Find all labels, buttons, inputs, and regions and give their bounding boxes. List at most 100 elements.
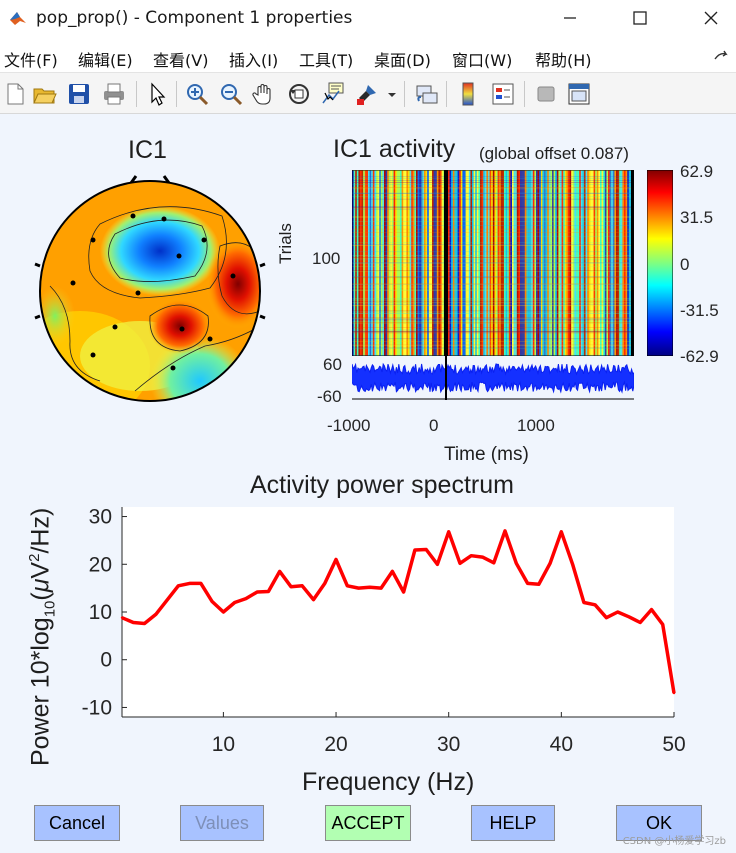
hide-plot-tools-icon[interactable] <box>533 81 559 107</box>
matlab-logo-icon <box>10 12 26 25</box>
power-spectrum-chart: -10 0 10 20 30 10 20 30 40 50 <box>82 506 686 756</box>
spectrum-point <box>267 590 270 593</box>
menu-desktop[interactable]: 桌面(D) <box>374 51 431 70</box>
spectrum-point <box>571 563 574 566</box>
spectrum-point <box>391 570 394 573</box>
erp-image-raster <box>352 170 634 356</box>
spectrum-point <box>120 616 124 619</box>
spectrum-point <box>605 616 608 619</box>
spectrum-point <box>222 610 225 614</box>
spectrum-point <box>537 583 540 586</box>
ylabel-rest: /Hz) <box>26 507 55 554</box>
spectrum-point <box>492 561 495 564</box>
ylabel-v: V <box>26 561 55 579</box>
data-cursor-icon[interactable] <box>320 81 346 107</box>
spectrum-point <box>165 598 169 602</box>
spectrum-point <box>616 610 619 614</box>
time-axis-label: Time (ms) <box>444 444 529 465</box>
y-tick-label: 30 <box>89 506 112 529</box>
ylabel-subscript: 10 <box>41 600 59 618</box>
spectrum-title: Activity power spectrum <box>250 471 514 499</box>
spectrum-point <box>515 562 518 565</box>
pointer-icon[interactable] <box>144 81 170 107</box>
save-icon[interactable] <box>66 81 92 107</box>
zoom-in-icon[interactable] <box>184 81 210 107</box>
legend-icon[interactable] <box>490 81 516 107</box>
colorbar-tick-0: 0 <box>680 255 690 274</box>
open-icon[interactable] <box>32 81 58 107</box>
spectrum-point <box>278 570 281 573</box>
show-plot-tools-icon[interactable] <box>566 81 592 107</box>
close-button[interactable] <box>688 0 734 36</box>
spectrum-point <box>210 600 214 603</box>
menu-view[interactable]: 查看(V) <box>153 51 209 70</box>
spectrum-xlabel: Frequency (Hz) <box>302 768 475 796</box>
menu-tools[interactable]: 工具(T) <box>299 51 354 70</box>
menu-help[interactable]: 帮助(H) <box>535 51 592 70</box>
spectrum-point <box>301 584 304 587</box>
minimize-button[interactable] <box>547 0 593 36</box>
figure-canvas: IC1 <box>0 114 736 853</box>
spectrum-point <box>357 586 360 590</box>
spectrum-point <box>143 622 146 625</box>
ylabel-open: ( <box>26 592 55 601</box>
spectrum-point <box>177 584 180 587</box>
menu-window[interactable]: 窗口(W) <box>452 51 513 70</box>
colorbar-tick-31: 31.5 <box>680 208 714 227</box>
x-tick-label: 40 <box>550 733 573 756</box>
spectrum-point <box>233 601 236 604</box>
rotate-3d-icon[interactable] <box>286 81 312 107</box>
minimize-icon <box>564 17 576 19</box>
menu-file[interactable]: 文件(F) <box>4 51 58 70</box>
time-tick-neg1000: -1000 <box>327 416 371 435</box>
spectrum-point <box>402 590 405 594</box>
title-bar: pop_prop() - Component 1 properties <box>0 0 736 36</box>
scalp-topography-map <box>34 175 266 402</box>
erp-trace <box>352 356 634 400</box>
pan-icon[interactable] <box>251 81 277 107</box>
spectrum-point <box>672 691 676 695</box>
help-button[interactable]: HELP <box>471 805 555 841</box>
maximize-button[interactable] <box>617 0 663 36</box>
spectrum-point <box>368 586 371 589</box>
spectrum-point <box>436 563 439 566</box>
new-figure-icon[interactable] <box>2 81 28 107</box>
print-icon[interactable] <box>101 81 127 107</box>
spectrum-point <box>548 562 552 565</box>
brush-icon[interactable] <box>354 81 380 107</box>
watermark-text: CSDN @小杨爱学习zb <box>622 836 726 847</box>
spectrum-point <box>132 621 135 624</box>
cancel-button[interactable]: Cancel <box>34 805 120 841</box>
x-tick-label: 50 <box>662 733 685 756</box>
accept-button[interactable]: ACCEPT <box>325 805 411 841</box>
spectrum-series-line <box>121 529 676 694</box>
spectrum-point <box>188 582 191 585</box>
brush-dropdown-icon[interactable] <box>386 81 398 107</box>
x-tick-label: 30 <box>437 733 460 756</box>
colorbar-icon[interactable] <box>455 81 481 107</box>
time-tick-1000: 1000 <box>517 416 555 435</box>
spectrum-point <box>582 601 586 604</box>
link-plot-icon[interactable] <box>414 81 440 107</box>
spectrum-point <box>425 548 428 551</box>
y-tick-label: 0 <box>100 649 112 672</box>
ylabel-superscript: 2 <box>26 553 43 562</box>
menu-insert[interactable]: 插入(I) <box>229 51 279 70</box>
spectrum-point <box>639 621 642 624</box>
spectrum-point <box>627 615 631 618</box>
zoom-out-icon[interactable] <box>218 81 244 107</box>
menu-edit[interactable]: 编辑(E) <box>78 51 133 70</box>
ylabel-prefix: Power 10*log <box>26 617 55 766</box>
values-button[interactable]: Values <box>180 805 264 841</box>
dock-arrow-icon[interactable] <box>714 50 728 62</box>
spectrum-point <box>560 530 563 533</box>
close-icon <box>704 11 718 25</box>
menu-bar: 文件(F) 编辑(E) 查看(V) 插入(I) 工具(T) 桌面(D) 窗口(W… <box>0 40 736 72</box>
spectrum-ylabel: Power 10*log10(μV2/Hz) <box>26 508 58 766</box>
ok-button[interactable]: OK <box>616 805 702 841</box>
spectrum-point <box>526 582 529 585</box>
x-tick-label: 10 <box>212 733 235 756</box>
window-title: pop_prop() - Component 1 properties <box>36 8 353 28</box>
spectrum-point <box>650 608 653 611</box>
maximize-icon <box>633 11 647 25</box>
